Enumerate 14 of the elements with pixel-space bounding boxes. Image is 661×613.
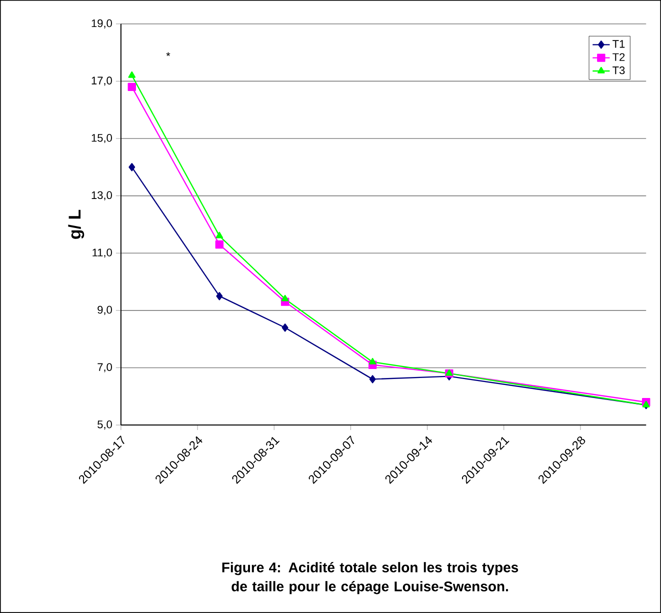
y-tick-label: 13,0 (92, 191, 112, 200)
text: Figure 4: Acidité totale selon les trois types de taille pour le cépage Louise-Swenson. (222, 562, 518, 594)
y-axis-title: g/ L (68, 210, 84, 239)
legend-label: T1 (612, 40, 625, 48)
legend-label: T2 (612, 53, 625, 61)
y-tick-label: 7,0 (98, 363, 112, 372)
annotation: * (166, 52, 170, 56)
y-tick-label: 19,0 (92, 19, 112, 28)
y-tick-label: 9,0 (98, 306, 112, 315)
legend-label: T3 (612, 66, 625, 74)
y-tick-label: 5,0 (98, 420, 112, 430)
y-tick-label: 15,0 (92, 134, 112, 144)
y-tick-label: 11,0 (92, 248, 112, 258)
y-tick-label: 17,0 (92, 76, 112, 86)
